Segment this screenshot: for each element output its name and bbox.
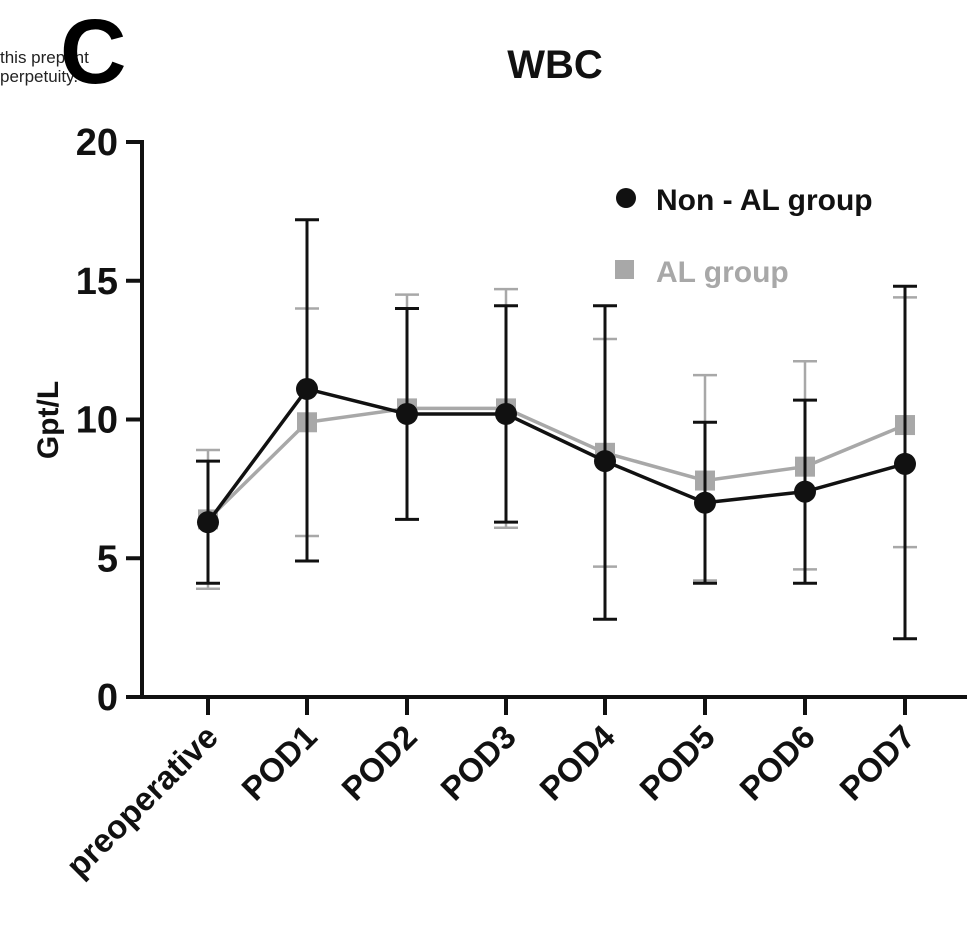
legend: Non - AL group AL group — [615, 184, 873, 289]
series-line — [206, 386, 906, 524]
axes: 0 5 10 15 20 preoperative POD1 POD2 POD3 POD4 POD5… — [59, 122, 967, 884]
data-point — [894, 452, 916, 475]
x-tick-label: POD3 — [433, 718, 523, 808]
data-point — [694, 491, 716, 514]
x-tick-label: POD7 — [832, 718, 922, 808]
watermark-text: this preprint perpetuity. — [0, 48, 89, 86]
x-tick-label: POD4 — [532, 717, 622, 807]
data-point — [794, 480, 816, 503]
x-tick-label: POD5 — [632, 718, 722, 808]
series-non-al-group — [196, 218, 917, 641]
y-tick-label: 20 — [76, 122, 118, 164]
legend-marker — [616, 188, 636, 208]
x-tick-label: POD2 — [334, 718, 424, 808]
series-line — [206, 406, 906, 521]
y-tick-label: 5 — [97, 538, 118, 580]
x-tick-label: preoperative — [59, 718, 225, 884]
legend-marker — [615, 260, 634, 279]
x-tick-label: POD1 — [234, 718, 324, 808]
x-tick-label: POD6 — [732, 718, 822, 808]
y-axis-label: Gpt/L — [32, 381, 65, 459]
y-tick-label: 0 — [97, 677, 118, 719]
data-point — [396, 402, 418, 425]
series-layer — [196, 218, 917, 641]
data-point — [197, 511, 219, 534]
chart-title: WBC — [507, 43, 603, 87]
data-point — [296, 377, 318, 400]
watermark-line-2: perpetuity. — [0, 67, 79, 86]
legend-label: AL group — [656, 256, 789, 289]
legend-entry-non-al-group: Non - AL group — [616, 184, 873, 217]
y-tick-label: 10 — [76, 400, 118, 442]
panel-letter: C — [60, 1, 127, 103]
watermark-line-1: this preprint — [0, 48, 89, 67]
legend-entry-al-group: AL group — [615, 256, 789, 289]
legend-label: Non - AL group — [656, 184, 873, 217]
data-point — [594, 450, 616, 473]
data-point — [495, 402, 517, 425]
y-tick-label: 15 — [76, 261, 118, 303]
